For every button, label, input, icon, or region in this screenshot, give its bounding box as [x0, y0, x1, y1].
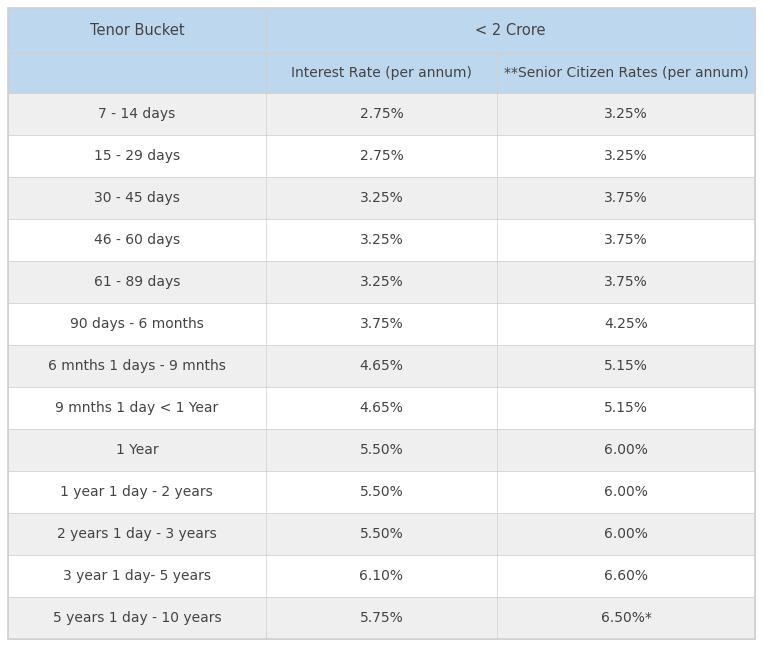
Text: 6 mnths 1 days - 9 mnths: 6 mnths 1 days - 9 mnths	[48, 359, 226, 373]
Bar	[8, 471, 755, 513]
Text: Interest Rate (per annum): Interest Rate (per annum)	[291, 66, 472, 80]
Text: 6.60%: 6.60%	[604, 569, 648, 583]
Text: 15 - 29 days: 15 - 29 days	[94, 149, 180, 163]
Text: 3.25%: 3.25%	[604, 149, 648, 163]
Bar	[8, 93, 755, 135]
Text: 6.00%: 6.00%	[604, 443, 648, 457]
Bar	[8, 219, 755, 261]
Bar	[8, 177, 755, 219]
Text: Tenor Bucket: Tenor Bucket	[89, 23, 184, 38]
Text: 4.65%: 4.65%	[359, 401, 404, 415]
Text: 3 year 1 day- 5 years: 3 year 1 day- 5 years	[63, 569, 211, 583]
Text: 6.00%: 6.00%	[604, 485, 648, 499]
Text: 3.25%: 3.25%	[359, 233, 404, 247]
Text: < 2 Crore: < 2 Crore	[475, 23, 546, 38]
Text: 4.25%: 4.25%	[604, 317, 648, 331]
Bar	[8, 387, 755, 429]
Text: 1 year 1 day - 2 years: 1 year 1 day - 2 years	[60, 485, 213, 499]
Text: 3.25%: 3.25%	[359, 275, 404, 289]
Text: 7 - 14 days: 7 - 14 days	[98, 107, 175, 121]
Text: 3.25%: 3.25%	[359, 191, 404, 205]
Text: 5 years 1 day - 10 years: 5 years 1 day - 10 years	[53, 611, 221, 625]
Text: 5.50%: 5.50%	[359, 527, 404, 541]
Text: 5.15%: 5.15%	[604, 401, 648, 415]
Bar	[8, 135, 755, 177]
Text: 2.75%: 2.75%	[359, 107, 404, 121]
Text: **Senior Citizen Rates (per annum): **Senior Citizen Rates (per annum)	[504, 66, 749, 80]
Text: 3.75%: 3.75%	[604, 275, 648, 289]
Text: 3.75%: 3.75%	[604, 191, 648, 205]
Bar	[8, 303, 755, 345]
Text: 4.65%: 4.65%	[359, 359, 404, 373]
Bar	[8, 513, 755, 555]
Text: 2 years 1 day - 3 years: 2 years 1 day - 3 years	[57, 527, 217, 541]
Text: 9 mnths 1 day < 1 Year: 9 mnths 1 day < 1 Year	[55, 401, 218, 415]
Bar	[8, 637, 755, 639]
Text: 6.10%: 6.10%	[359, 569, 404, 583]
Text: 1 Year: 1 Year	[115, 443, 158, 457]
Text: 5.75%: 5.75%	[359, 611, 404, 625]
Text: 46 - 60 days: 46 - 60 days	[94, 233, 180, 247]
Text: 3.25%: 3.25%	[604, 107, 648, 121]
Bar	[8, 53, 755, 93]
Bar	[8, 345, 755, 387]
Text: 2.75%: 2.75%	[359, 149, 404, 163]
Bar	[8, 8, 755, 53]
Text: 90 days - 6 months: 90 days - 6 months	[70, 317, 204, 331]
Text: 6.00%: 6.00%	[604, 527, 648, 541]
Text: 5.50%: 5.50%	[359, 443, 404, 457]
Text: 5.15%: 5.15%	[604, 359, 648, 373]
Text: 5.50%: 5.50%	[359, 485, 404, 499]
Text: 30 - 45 days: 30 - 45 days	[94, 191, 180, 205]
Text: 3.75%: 3.75%	[359, 317, 404, 331]
Bar	[8, 429, 755, 471]
Text: 3.75%: 3.75%	[604, 233, 648, 247]
Text: 61 - 89 days: 61 - 89 days	[94, 275, 180, 289]
Text: 6.50%*: 6.50%*	[600, 611, 652, 625]
Bar	[8, 261, 755, 303]
Bar	[8, 555, 755, 597]
Bar	[8, 597, 755, 639]
